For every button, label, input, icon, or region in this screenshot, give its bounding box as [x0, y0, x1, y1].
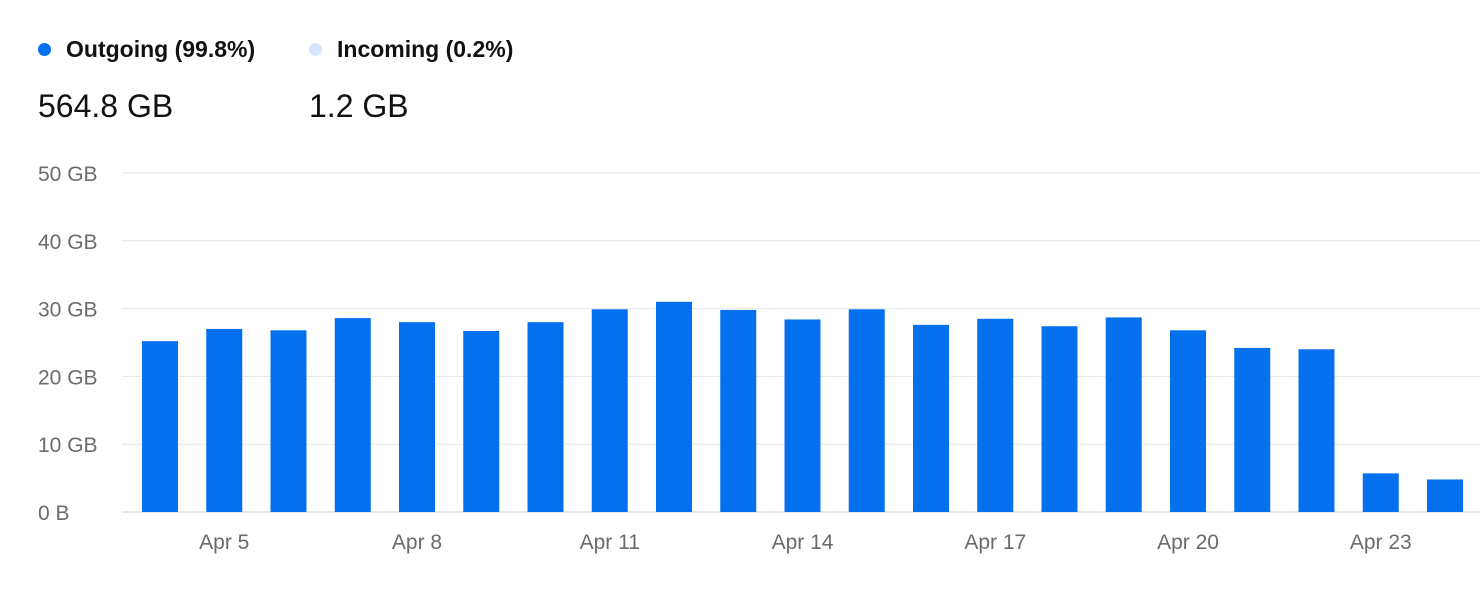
bar-outgoing-apr-10[interactable] — [527, 322, 564, 512]
bars — [142, 301, 1463, 512]
bar-outgoing-apr-19[interactable] — [1105, 317, 1142, 512]
bar-outgoing-apr-11[interactable] — [591, 309, 628, 512]
x-tick-label: Apr 14 — [772, 531, 834, 554]
y-tick-label: 40 GB — [38, 231, 98, 254]
y-tick-label: 20 GB — [38, 366, 98, 389]
x-tick-label: Apr 20 — [1157, 531, 1219, 554]
bar-outgoing-apr-14[interactable] — [784, 319, 821, 512]
bar-outgoing-apr-7[interactable] — [334, 318, 371, 512]
legend-label-outgoing: Outgoing (99.8%) — [66, 36, 256, 62]
y-tick-label: 10 GB — [38, 434, 98, 457]
y-axis-labels: 0 B 10 GB 20 GB 30 GB 40 GB 50 GB — [38, 163, 98, 525]
incoming-dot-icon — [309, 43, 322, 56]
bar-outgoing-apr-4[interactable] — [142, 341, 178, 512]
legend-item-incoming[interactable]: Incoming (0.2%) — [309, 36, 513, 63]
chart-legend: Outgoing (99.8%) 564.8 GB Incoming (0.2%… — [0, 0, 1480, 140]
bar-outgoing-apr-15[interactable] — [848, 309, 885, 512]
bar-outgoing-apr-9[interactable] — [463, 330, 500, 512]
bar-outgoing-apr-13[interactable] — [720, 309, 757, 512]
bar-outgoing-apr-8[interactable] — [399, 322, 435, 512]
legend-item-outgoing[interactable]: Outgoing (99.8%) — [38, 36, 255, 63]
bar-outgoing-apr-6[interactable] — [270, 330, 307, 512]
bar-outgoing-apr-17[interactable] — [977, 318, 1014, 512]
bar-outgoing-apr-22[interactable] — [1298, 349, 1335, 512]
bar-outgoing-apr-21[interactable] — [1234, 347, 1271, 512]
y-tick-label: 30 GB — [38, 299, 98, 322]
x-tick-label: Apr 5 — [199, 531, 249, 554]
x-tick-label: Apr 23 — [1350, 531, 1412, 554]
incoming-total: 1.2 GB — [309, 88, 409, 124]
outgoing-total: 564.8 GB — [38, 88, 174, 124]
bar-outgoing-apr-18[interactable] — [1041, 326, 1078, 512]
bar-outgoing-apr-24[interactable] — [1427, 479, 1463, 512]
bar-outgoing-apr-12[interactable] — [656, 301, 692, 512]
outgoing-dot-icon — [38, 43, 51, 56]
bar-outgoing-apr-16[interactable] — [913, 324, 949, 512]
bar-outgoing-apr-5[interactable] — [206, 328, 243, 512]
x-tick-label: Apr 11 — [580, 531, 640, 554]
x-tick-label: Apr 8 — [392, 531, 442, 554]
y-tick-label: 0 B — [38, 502, 70, 525]
x-tick-label: Apr 17 — [964, 531, 1026, 554]
bar-outgoing-apr-23[interactable] — [1362, 473, 1399, 512]
bar-outgoing-apr-20[interactable] — [1170, 330, 1206, 512]
legend-label-incoming: Incoming (0.2%) — [337, 36, 514, 62]
x-axis-labels: Apr 5 Apr 8 Apr 11 Apr 14 Apr 17 Apr 20 Apr 23 — [199, 531, 1412, 554]
y-tick-label: 50 GB — [38, 163, 98, 186]
